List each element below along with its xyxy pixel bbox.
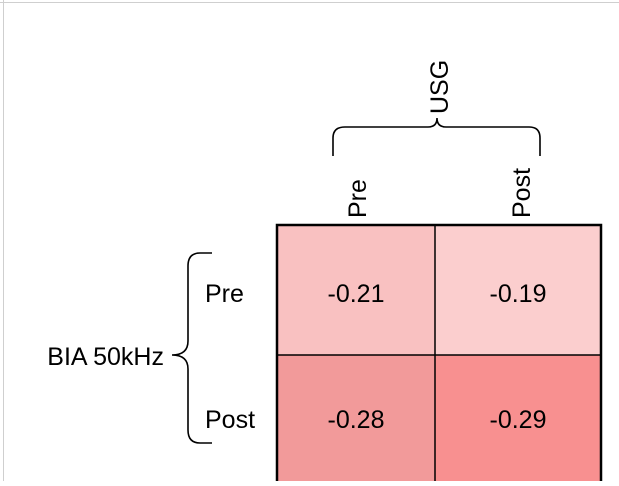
column-label-pre: Pre [344,179,372,218]
column-group-brace [333,118,540,156]
column-group-label: USG [426,60,454,114]
row-label-pre: Pre [205,280,244,308]
cell-value-label: -0.19 [490,280,547,308]
cell-value-label: -0.29 [490,406,547,434]
cell-value-label: -0.21 [328,280,385,308]
row-label-post: Post [205,406,255,434]
row-group-label: BIA 50kHz [47,343,164,371]
cell-value-label: -0.28 [328,406,385,434]
column-label-post: Post [508,168,536,218]
